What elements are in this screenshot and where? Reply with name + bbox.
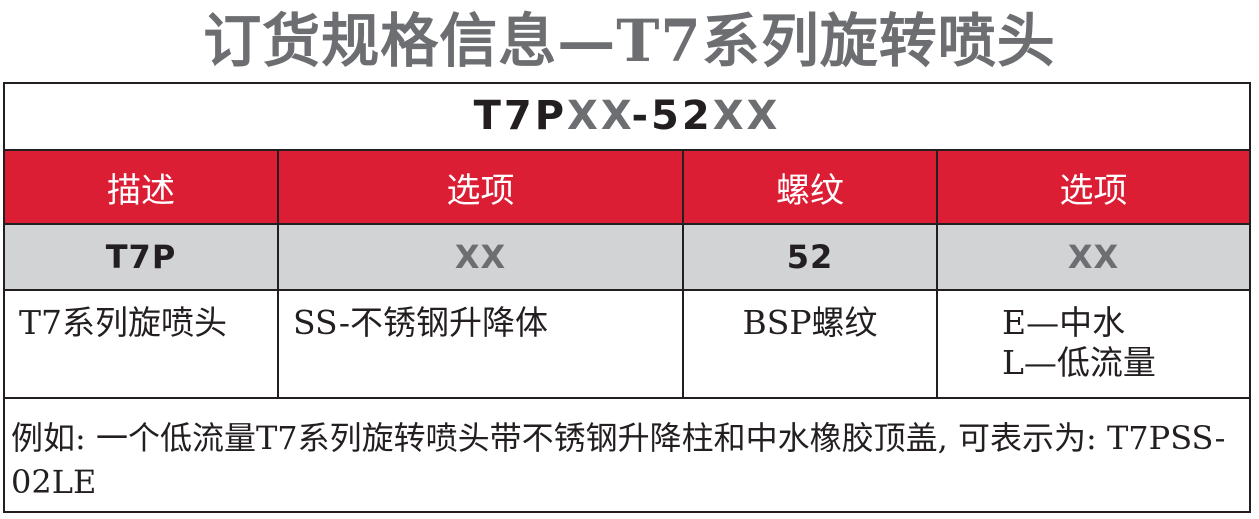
option-code-1: XX	[278, 224, 684, 291]
desc-cap-options: E—中水 L—低流量	[937, 290, 1249, 399]
header-option-2: 选项	[937, 151, 1249, 225]
desc-cap-option-e: E—中水	[1002, 303, 1126, 342]
page-title: 订货规格信息—T7系列旋转喷头	[203, 7, 1056, 75]
description-row: T7系列旋喷头 SS-不锈钢升降体 BSP螺纹 E—中水 L—低流量	[5, 290, 1249, 399]
option-code-2: XX	[937, 224, 1249, 291]
model-code-part-4: XX	[712, 93, 781, 139]
spec-table: 描述 选项 螺纹 选项 T7P XX 52 XX T7系列旋喷头 SS-不锈钢升…	[5, 151, 1249, 399]
example-text: 例如: 一个低流量T7系列旋转喷头带不锈钢升降柱和中水橡胶顶盖, 可表示为: T…	[11, 419, 1226, 501]
header-thread: 螺纹	[683, 151, 938, 225]
model-code-part-2: XX	[567, 93, 632, 139]
desc-thread: BSP螺纹	[683, 290, 938, 399]
desc-riser: SS-不锈钢升降体	[278, 290, 684, 399]
option-code-row: T7P XX 52 XX	[5, 224, 1249, 291]
desc-cap-option-l: L—低流量	[1002, 343, 1156, 382]
desc-model: T7系列旋喷头	[5, 290, 279, 399]
ordering-info-box: T7PXX-52XX 描述 选项 螺纹 选项 T7P XX 52 XX T7系列…	[3, 82, 1251, 513]
header-row: 描述 选项 螺纹 选项	[5, 151, 1249, 225]
model-code-part-1: T7P	[473, 93, 568, 139]
option-code-model: T7P	[5, 224, 279, 291]
header-description: 描述	[5, 151, 279, 225]
option-code-thread: 52	[683, 224, 938, 291]
header-option-1: 选项	[278, 151, 684, 225]
model-code-part-3: -52	[631, 93, 713, 139]
model-code: T7PXX-52XX	[5, 84, 1249, 151]
